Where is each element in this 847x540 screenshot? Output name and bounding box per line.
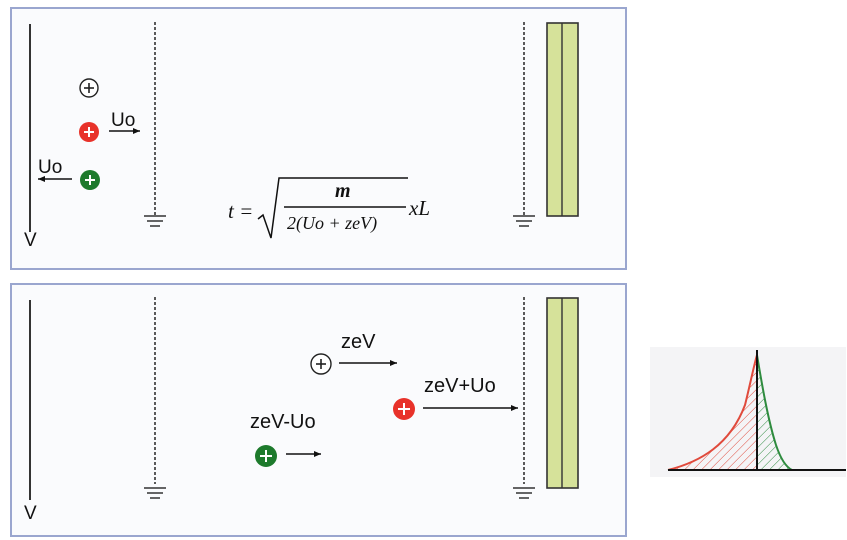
peak-red-curve bbox=[667, 354, 758, 471]
uo-label: Uo bbox=[38, 157, 63, 178]
ground-icon bbox=[513, 487, 535, 499]
v-label: V bbox=[24, 503, 37, 524]
formula-denominator: 2(Uo + zeV) bbox=[287, 213, 378, 233]
formula-radical bbox=[257, 177, 408, 239]
ground-icon bbox=[144, 215, 166, 227]
detector bbox=[546, 297, 579, 489]
plus-ion-icon bbox=[79, 78, 99, 98]
ground-icon bbox=[513, 215, 535, 227]
detector bbox=[546, 22, 579, 217]
v-label: V bbox=[24, 230, 37, 251]
formula-lhs: t = bbox=[228, 199, 254, 223]
zev-label: zeV bbox=[341, 331, 376, 353]
ground-icon bbox=[144, 487, 166, 499]
uo-label: Uo bbox=[111, 110, 136, 131]
plus-ion-icon bbox=[80, 170, 100, 190]
peak-green-curve bbox=[756, 354, 793, 471]
zev-plus-uo-label: zeV+Uo bbox=[424, 375, 496, 397]
zev-minus-uo-label: zeV-Uo bbox=[250, 411, 316, 433]
plus-ion-icon bbox=[255, 445, 277, 467]
plus-ion-icon bbox=[310, 353, 332, 375]
plus-ion-icon bbox=[393, 398, 415, 420]
peak-green-area bbox=[757, 355, 792, 470]
peak-plot bbox=[667, 350, 846, 471]
formula-numerator: m bbox=[335, 180, 351, 202]
formula-suffix: xL bbox=[409, 196, 430, 220]
plus-ion-icon bbox=[79, 122, 99, 142]
peak-red-area bbox=[668, 355, 757, 470]
